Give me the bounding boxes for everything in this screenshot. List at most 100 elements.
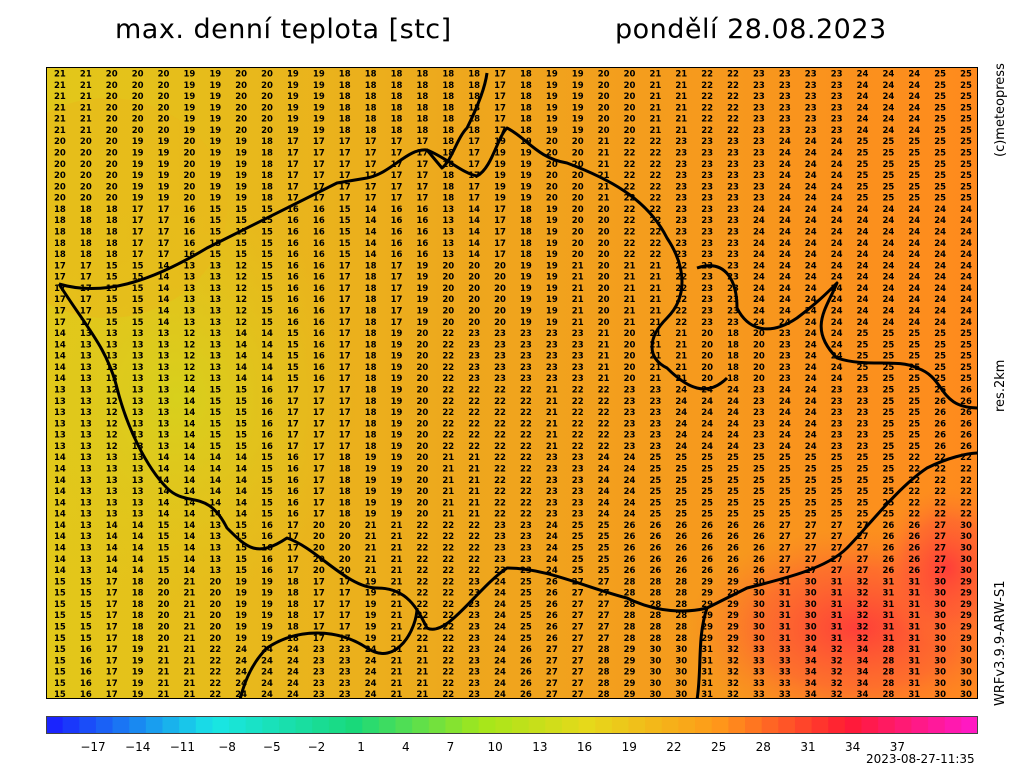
- grid-value: 25: [960, 374, 972, 384]
- grid-value: 25: [934, 340, 946, 350]
- grid-value: 30: [805, 577, 817, 587]
- grid-value: 24: [701, 408, 713, 418]
- grid-value: 18: [416, 126, 428, 136]
- grid-value: 19: [365, 611, 377, 621]
- grid-value: 32: [857, 600, 869, 610]
- grid-value: 23: [494, 555, 506, 565]
- grid-value: 34: [805, 668, 817, 678]
- grid-value: 25: [908, 182, 920, 192]
- grid-value: 19: [261, 577, 273, 587]
- grid-value: 23: [779, 352, 791, 362]
- grid-value: 25: [960, 363, 972, 373]
- grid-value: 18: [339, 510, 351, 520]
- grid-value: 17: [313, 622, 325, 632]
- grid-value: 26: [701, 543, 713, 553]
- grid-value: 30: [934, 690, 946, 699]
- grid-value: 20: [106, 126, 118, 136]
- grid-value: 19: [546, 69, 558, 79]
- grid-value: 23: [572, 510, 584, 520]
- grid-value: 31: [779, 634, 791, 644]
- grid-value: 13: [80, 566, 92, 576]
- grid-value: 17: [391, 148, 403, 158]
- grid-value: 15: [132, 318, 144, 328]
- scale-tick-label: 4: [401, 740, 410, 754]
- grid-value: 18: [468, 126, 480, 136]
- grid-value: 27: [572, 622, 584, 632]
- grid-value: 23: [727, 182, 739, 192]
- grid-value: 22: [624, 239, 636, 249]
- grid-value: 24: [805, 182, 817, 192]
- grid-value: 22: [494, 464, 506, 474]
- grid-value: 25: [934, 160, 946, 170]
- grid-value: 22: [494, 442, 506, 452]
- grid-value: 24: [934, 239, 946, 249]
- grid-value: 13: [158, 442, 170, 452]
- grid-value: 23: [727, 273, 739, 283]
- grid-value: 24: [831, 227, 843, 237]
- scale-swatch: [778, 716, 796, 734]
- grid-value: 23: [494, 532, 506, 542]
- grid-value: 28: [882, 645, 894, 655]
- grid-value: 21: [365, 532, 377, 542]
- grid-value: 32: [831, 679, 843, 689]
- grid-value: 24: [960, 295, 972, 305]
- grid-value: 13: [132, 385, 144, 395]
- grid-value: 21: [80, 81, 92, 91]
- grid-value: 25: [805, 453, 817, 463]
- grid-value: 17: [54, 284, 66, 294]
- grid-value: 32: [831, 690, 843, 699]
- grid-value: 14: [209, 487, 221, 497]
- grid-value: 13: [54, 419, 66, 429]
- grid-value: 24: [287, 645, 299, 655]
- grid-value: 20: [209, 611, 221, 621]
- grid-value: 31: [908, 622, 920, 632]
- grid-value: 13: [132, 487, 144, 497]
- grid-value: 24: [908, 227, 920, 237]
- grid-value: 16: [287, 273, 299, 283]
- grid-value: 24: [624, 487, 636, 497]
- grid-value: 13: [106, 498, 118, 508]
- grid-value: 21: [598, 340, 610, 350]
- grid-value: 24: [934, 306, 946, 316]
- scale-tick-label: 19: [621, 740, 637, 754]
- grid-value: 21: [391, 611, 403, 621]
- grid-value: 18: [391, 115, 403, 125]
- grid-value: 16: [80, 690, 92, 699]
- grid-value: 27: [546, 668, 558, 678]
- grid-value: 14: [183, 543, 195, 553]
- grid-value: 23: [701, 216, 713, 226]
- grid-value: 14: [54, 329, 66, 339]
- grid-value: 17: [391, 182, 403, 192]
- grid-value: 26: [546, 589, 558, 599]
- grid-value: 22: [416, 521, 428, 531]
- grid-value: 25: [882, 363, 894, 373]
- grid-value: 29: [727, 600, 739, 610]
- grid-value: 20: [598, 81, 610, 91]
- grid-value: 34: [857, 668, 869, 678]
- grid-value: 20: [80, 171, 92, 181]
- grid-value: 22: [494, 453, 506, 463]
- grid-value: 13: [80, 352, 92, 362]
- grid-value: 25: [779, 476, 791, 486]
- grid-value: 17: [54, 295, 66, 305]
- grid-value: 14: [158, 284, 170, 294]
- grid-value: 20: [598, 103, 610, 113]
- grid-value: 20: [106, 160, 118, 170]
- grid-value: 13: [442, 205, 454, 215]
- grid-value: 17: [365, 148, 377, 158]
- grid-value: 15: [235, 442, 247, 452]
- grid-value: 25: [572, 532, 584, 542]
- grid-value: 17: [313, 137, 325, 147]
- grid-value: 24: [882, 115, 894, 125]
- grid-value: 25: [649, 453, 661, 463]
- grid-value: 17: [339, 261, 351, 271]
- grid-value: 19: [261, 589, 273, 599]
- grid-value: 24: [857, 115, 869, 125]
- grid-value: 19: [235, 589, 247, 599]
- grid-value: 26: [882, 543, 894, 553]
- grid-value: 25: [934, 374, 946, 384]
- scale-swatch: [611, 716, 629, 734]
- grid-value: 20: [313, 521, 325, 531]
- grid-value: 24: [934, 227, 946, 237]
- temperature-map[interactable]: 21 21 20 20 20 19 19 20 20 19 19 18 18 18 18 18 18 17 18 19…: [46, 67, 978, 699]
